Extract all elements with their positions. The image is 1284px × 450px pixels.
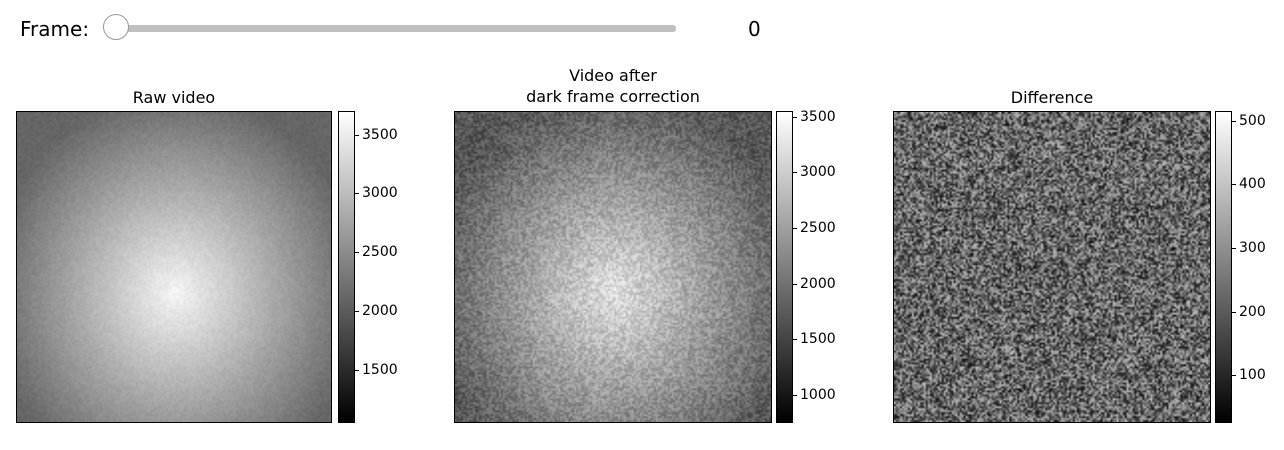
panel-title-raw-video: Raw video [132,88,216,107]
difference-colorbar-tick [1231,248,1236,249]
raw-video-image [16,111,332,423]
difference-colorbar-tick-label: 400 [1239,176,1266,192]
frame-slider-handle[interactable] [103,14,129,40]
corrected-video-colorbar-tick-label: 1500 [800,331,836,347]
corrected-video-colorbar-tick-label: 1000 [800,387,836,403]
raw-video-colorbar-tick [354,193,359,194]
raw-video-colorbar-tick [354,252,359,253]
corrected-video-colorbar-tick [792,228,797,229]
difference-colorbar-tick-label: 300 [1239,240,1266,256]
raw-video-colorbar [338,111,355,423]
difference-colorbar-tick [1231,312,1236,313]
raw-video-colorbar-tick [354,135,359,136]
panel-title-difference: Difference [1010,88,1094,107]
corrected-video-colorbar-tick [792,395,797,396]
difference-colorbar-tick-label: 500 [1239,113,1266,129]
difference-colorbar [1215,111,1232,423]
raw-video-colorbar-tick-label: 3500 [362,127,398,143]
difference-colorbar-tick-label: 100 [1239,367,1266,383]
difference-colorbar-tick-label: 200 [1239,304,1266,320]
raw-video-colorbar-tick-label: 3000 [362,185,398,201]
corrected-video-colorbar [776,111,793,423]
corrected-video-colorbar-tick-label: 2000 [800,276,836,292]
raw-video-canvas [17,112,331,422]
corrected-video-colorbar-tick-label: 2500 [800,220,836,236]
difference-image [893,111,1211,423]
corrected-video-canvas [455,112,771,422]
frame-slider-value: 0 [748,17,761,41]
corrected-video-colorbar-tick-label: 3000 [800,164,836,180]
difference-colorbar-tick [1231,375,1236,376]
raw-video-colorbar-tick [354,370,359,371]
raw-video-colorbar-tick [354,311,359,312]
raw-video-colorbar-tick-label: 2000 [362,303,398,319]
corrected-video-image [454,111,772,423]
corrected-video-colorbar-tick [792,172,797,173]
difference-canvas [894,112,1210,422]
raw-video-colorbar-tick-label: 2500 [362,244,398,260]
frame-slider-track[interactable] [118,25,676,32]
corrected-video-colorbar-tick-label: 3500 [800,109,836,125]
corrected-video-colorbar-tick [792,339,797,340]
difference-colorbar-tick [1231,184,1236,185]
frame-slider-label: Frame: [20,17,90,41]
corrected-video-colorbar-tick [792,117,797,118]
panel-title-corrected-video: Video after dark frame correction [526,66,700,106]
corrected-video-colorbar-tick [792,284,797,285]
raw-video-colorbar-tick-label: 1500 [362,362,398,378]
difference-colorbar-tick [1231,121,1236,122]
